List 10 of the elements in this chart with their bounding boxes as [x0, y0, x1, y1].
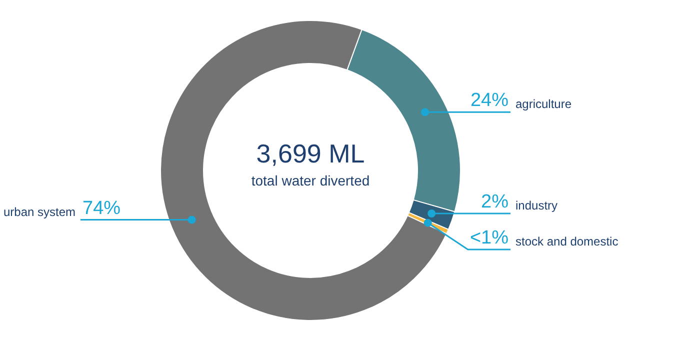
slice-label: industry [516, 198, 558, 213]
data-label: 24% [470, 90, 509, 112]
data-label: 2% [481, 192, 509, 213]
data-label: 74% [82, 198, 121, 219]
slice-label: agriculture [516, 97, 572, 112]
text: 3,699 ML [256, 138, 365, 168]
data-label: <1% [470, 228, 509, 249]
text: total water diverted [251, 172, 370, 188]
slice-label: urban system [3, 204, 76, 219]
slice-label: stock and domestic [516, 234, 618, 249]
